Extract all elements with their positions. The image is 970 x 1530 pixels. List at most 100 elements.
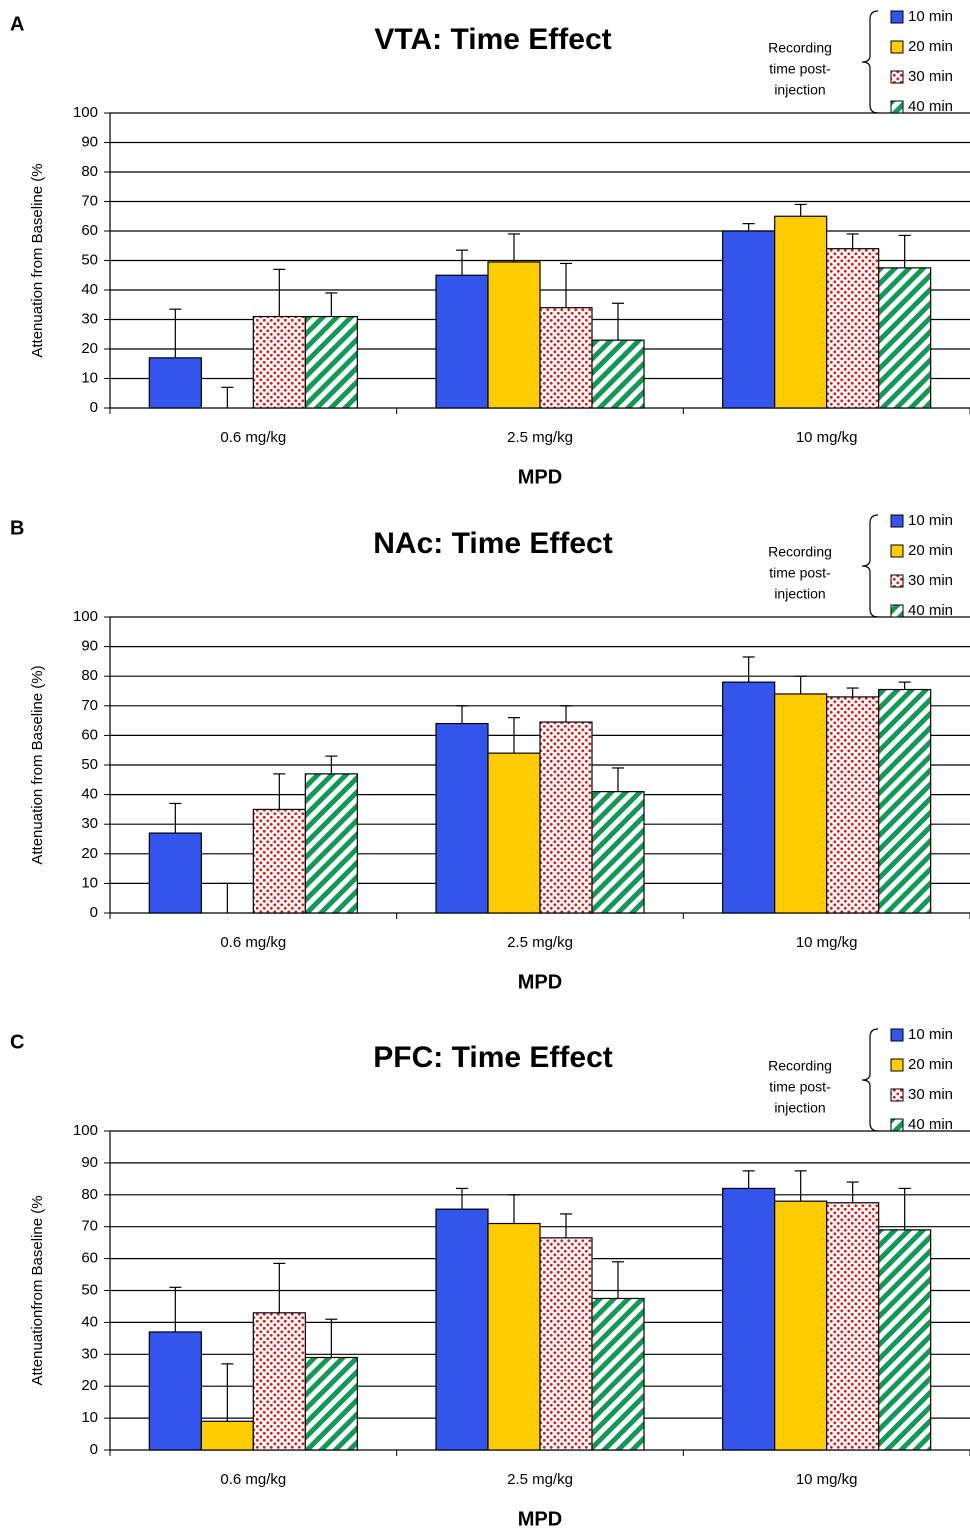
legend-title: time post- [769,61,831,77]
legend-swatch [890,574,904,588]
chart-title: NAc: Time Effect [373,527,613,560]
legend-title: injection [774,586,825,602]
chart-title: VTA: Time Effect [374,23,611,56]
bar [304,315,358,409]
y-tick-label: 70 [81,192,98,209]
legend-label: 40 min [908,98,953,115]
x-tick-label: 0.6 mg/kg [220,934,286,951]
legend-swatch [890,1118,904,1132]
x-tick-label: 0.6 mg/kg [220,1471,286,1488]
bar [539,1237,593,1451]
bar [487,1222,541,1451]
bar [252,315,306,409]
x-tick-label: 10 mg/kg [796,934,858,951]
bar [774,693,828,914]
bar [200,1420,254,1451]
y-tick-label: 0 [90,904,98,921]
bar [487,752,541,914]
legend-title: injection [774,82,825,98]
bar [252,808,306,914]
bar [722,1187,776,1451]
y-tick-label: 80 [81,163,98,180]
bar [591,1297,645,1451]
panel-label: C [10,1031,24,1053]
legend-title: Recording [768,40,832,56]
y-tick-label: 50 [81,251,98,268]
legend-swatch [890,544,904,558]
legend-title: Recording [768,1058,832,1074]
x-tick-label: 2.5 mg/kg [507,1471,573,1488]
y-tick-label: 40 [81,1313,98,1330]
y-tick-label: 20 [81,340,98,357]
bar [252,1312,306,1451]
y-tick-label: 30 [81,815,98,832]
y-tick-label: 60 [81,222,98,239]
y-tick-label: 80 [81,667,98,684]
legend-swatch [890,100,904,114]
y-tick-label: 50 [81,756,98,773]
bar [148,1331,202,1451]
bar [722,681,776,914]
y-axis-label: Attenuation from Baseline (%) [29,665,46,864]
bar [722,230,776,409]
bar [878,1229,932,1451]
legend-swatch [890,40,904,54]
x-axis-label: MPD [518,466,562,488]
bar [826,696,880,914]
y-tick-label: 0 [90,399,98,416]
legend-title: time post- [769,565,831,581]
legend-label: 20 min [908,1056,953,1073]
bar [591,791,645,914]
bar [304,773,358,914]
chart-title: PFC: Time Effect [373,1041,613,1074]
x-tick-label: 2.5 mg/kg [507,934,573,951]
y-tick-label: 10 [81,369,98,386]
y-tick-label: 10 [81,874,98,891]
y-tick-label: 60 [81,726,98,743]
x-tick-label: 10 mg/kg [796,429,858,446]
legend-title: time post- [769,1079,831,1095]
y-tick-label: 60 [81,1250,98,1267]
bar [774,1200,828,1451]
x-axis-label: MPD [518,971,562,993]
y-tick-label: 90 [81,638,98,655]
panel-label: B [10,517,24,539]
bar [435,274,489,409]
bar [591,339,645,409]
legend-title: injection [774,1100,825,1116]
legend-swatch [890,70,904,84]
legend-label: 20 min [908,38,953,55]
y-tick-label: 10 [81,1409,98,1426]
bar [774,215,828,409]
bar [539,307,593,409]
y-tick-label: 100 [73,608,98,625]
bar [435,722,489,914]
bar [304,1356,358,1451]
y-tick-label: 40 [81,281,98,298]
bar [878,688,932,914]
y-tick-label: 50 [81,1281,98,1298]
legend-label: 30 min [908,68,953,85]
y-tick-label: 20 [81,845,98,862]
y-tick-label: 20 [81,1377,98,1394]
legend-label: 10 min [908,512,953,529]
y-tick-label: 40 [81,786,98,803]
legend-swatch [890,604,904,618]
bar [148,832,202,914]
x-tick-label: 0.6 mg/kg [220,429,286,446]
bar [487,261,541,409]
y-tick-label: 90 [81,133,98,150]
legend-label: 30 min [908,572,953,589]
bar [826,1202,880,1451]
legend-label: 30 min [908,1086,953,1103]
y-tick-label: 100 [73,1122,98,1139]
legend-brace [861,1028,879,1132]
bar [148,357,202,409]
y-tick-label: 90 [81,1154,98,1171]
legend-label: 10 min [908,1026,953,1043]
x-tick-label: 10 mg/kg [796,1471,858,1488]
legend-label: 20 min [908,542,953,559]
legend-swatch [890,1058,904,1072]
